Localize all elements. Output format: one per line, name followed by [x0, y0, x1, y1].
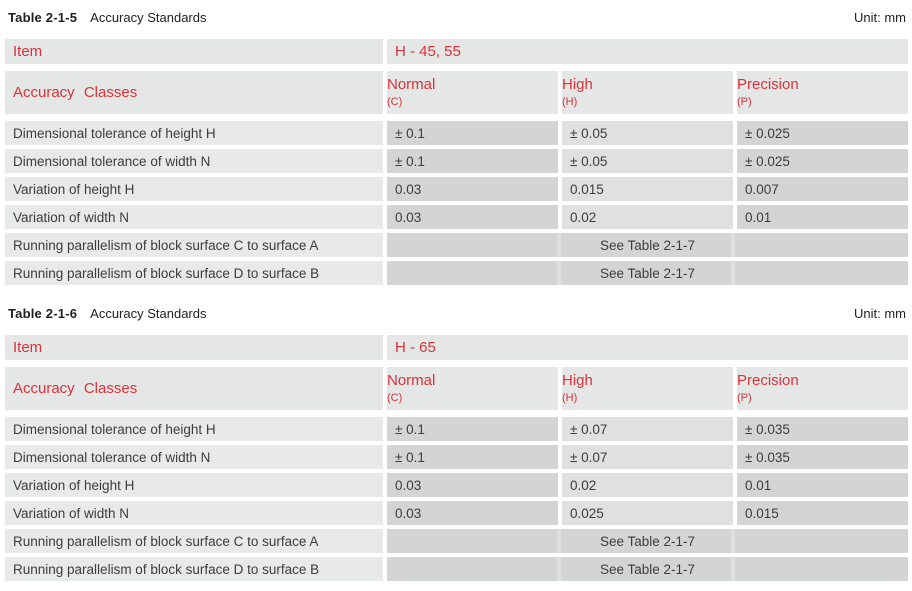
column-code: (C): [387, 96, 403, 108]
value-cell: ± 0.025: [737, 121, 908, 145]
column-header-normal: Normal (C): [387, 71, 558, 114]
unit-label: Unit: mm: [854, 10, 906, 25]
value-cell: ± 0.1: [387, 149, 558, 173]
table-title-line: Table 2-1-6 Accuracy Standards Unit: mm: [5, 306, 908, 326]
value-cell: ± 0.035: [737, 417, 908, 441]
value-cell: 0.007: [737, 177, 908, 201]
row-label-cell: Dimensional tolerance of height H: [5, 121, 383, 145]
value-cell: 0.02: [562, 205, 733, 229]
item-row: Item H - 65: [5, 335, 908, 360]
row-label-cell: Variation of height H: [5, 473, 383, 497]
value-cell: 0.02: [562, 473, 733, 497]
table-row: Variation of height H 0.03 0.02 0.01: [5, 473, 908, 497]
merged-value-cell: See Table 2-1-7: [387, 261, 908, 285]
value-cell: ± 0.035: [737, 445, 908, 469]
item-row: Item H - 45, 55: [5, 39, 908, 64]
column-header-high: High (H): [562, 367, 733, 410]
value-cell: 0.015: [562, 177, 733, 201]
value-cell: 0.015: [737, 501, 908, 525]
row-label-cell: Dimensional tolerance of height H: [5, 417, 383, 441]
item-value-cell: H - 65: [387, 335, 908, 360]
merged-value-cell: See Table 2-1-7: [387, 529, 908, 553]
table-row: Running parallelism of block surface C t…: [5, 529, 908, 553]
column-code: (H): [562, 96, 578, 108]
accuracy-table-2-1-6: Table 2-1-6 Accuracy Standards Unit: mm …: [5, 306, 908, 581]
value-cell: ± 0.05: [562, 121, 733, 145]
column-code: (C): [387, 392, 403, 404]
value-cell: 0.03: [387, 177, 558, 201]
column-header-normal: Normal (C): [387, 367, 558, 410]
table-number: Table 2-1-6: [8, 306, 78, 321]
accuracy-classes-cell: Accuracy Classes: [5, 71, 383, 114]
row-label-cell: Dimensional tolerance of width N: [5, 149, 383, 173]
table-row: Variation of width N 0.03 0.02 0.01: [5, 205, 908, 229]
column-code: (P): [737, 96, 752, 108]
row-label-cell: Running parallelism of block surface D t…: [5, 261, 383, 285]
accuracy-classes-cell: Accuracy Classes: [5, 367, 383, 410]
value-cell: 0.01: [737, 473, 908, 497]
table-row: Variation of width N 0.03 0.025 0.015: [5, 501, 908, 525]
accuracy-classes-row: Accuracy Classes Normal (C) High (H) Pre…: [5, 367, 908, 410]
table-row: Dimensional tolerance of width N ± 0.1 ±…: [5, 149, 908, 173]
table-row: Dimensional tolerance of width N ± 0.1 ±…: [5, 445, 908, 469]
value-cell: ± 0.1: [387, 121, 558, 145]
value-cell: ± 0.025: [737, 149, 908, 173]
row-label-cell: Variation of height H: [5, 177, 383, 201]
value-cell: 0.025: [562, 501, 733, 525]
table-row: Dimensional tolerance of height H ± 0.1 …: [5, 121, 908, 145]
value-cell: ± 0.07: [562, 417, 733, 441]
item-header-cell: Item: [5, 39, 383, 64]
column-name: Precision: [737, 372, 799, 389]
value-cell: ± 0.1: [387, 417, 558, 441]
table-row: Variation of height H 0.03 0.015 0.007: [5, 177, 908, 201]
column-header-precision: Precision (P): [737, 367, 908, 410]
column-header-high: High (H): [562, 71, 733, 114]
table-row: Dimensional tolerance of height H ± 0.1 …: [5, 417, 908, 441]
row-label-cell: Dimensional tolerance of width N: [5, 445, 383, 469]
accuracy-classes-row: Accuracy Classes Normal (C) High (H) Pre…: [5, 71, 908, 114]
merged-value-cell: See Table 2-1-7: [387, 557, 908, 581]
row-label-cell: Running parallelism of block surface C t…: [5, 233, 383, 257]
value-cell: ± 0.07: [562, 445, 733, 469]
table-number: Table 2-1-5: [8, 10, 78, 25]
item-header-cell: Item: [5, 335, 383, 360]
value-cell: ± 0.1: [387, 445, 558, 469]
accuracy-table-2-1-5: Table 2-1-5 Accuracy Standards Unit: mm …: [5, 10, 908, 285]
row-label-cell: Variation of width N: [5, 501, 383, 525]
value-cell: 0.03: [387, 205, 558, 229]
value-cell: ± 0.05: [562, 149, 733, 173]
column-code: (H): [562, 392, 578, 404]
item-value-cell: H - 45, 55: [387, 39, 908, 64]
column-name: High: [562, 76, 593, 93]
table-title-line: Table 2-1-5 Accuracy Standards Unit: mm: [5, 10, 908, 30]
column-name: Normal: [387, 372, 436, 389]
row-label-cell: Running parallelism of block surface D t…: [5, 557, 383, 581]
table-title: Accuracy Standards: [90, 306, 207, 321]
table-title: Accuracy Standards: [90, 10, 207, 25]
unit-label: Unit: mm: [854, 306, 906, 321]
table-row: Running parallelism of block surface D t…: [5, 557, 908, 581]
value-cell: 0.03: [387, 501, 558, 525]
row-label-cell: Running parallelism of block surface C t…: [5, 529, 383, 553]
column-name: High: [562, 372, 593, 389]
row-label-cell: Variation of width N: [5, 205, 383, 229]
column-name: Normal: [387, 76, 436, 93]
table-row: Running parallelism of block surface C t…: [5, 233, 908, 257]
column-header-precision: Precision (P): [737, 71, 908, 114]
table-row: Running parallelism of block surface D t…: [5, 261, 908, 285]
column-name: Precision: [737, 76, 799, 93]
value-cell: 0.03: [387, 473, 558, 497]
merged-value-cell: See Table 2-1-7: [387, 233, 908, 257]
value-cell: 0.01: [737, 205, 908, 229]
column-code: (P): [737, 392, 752, 404]
